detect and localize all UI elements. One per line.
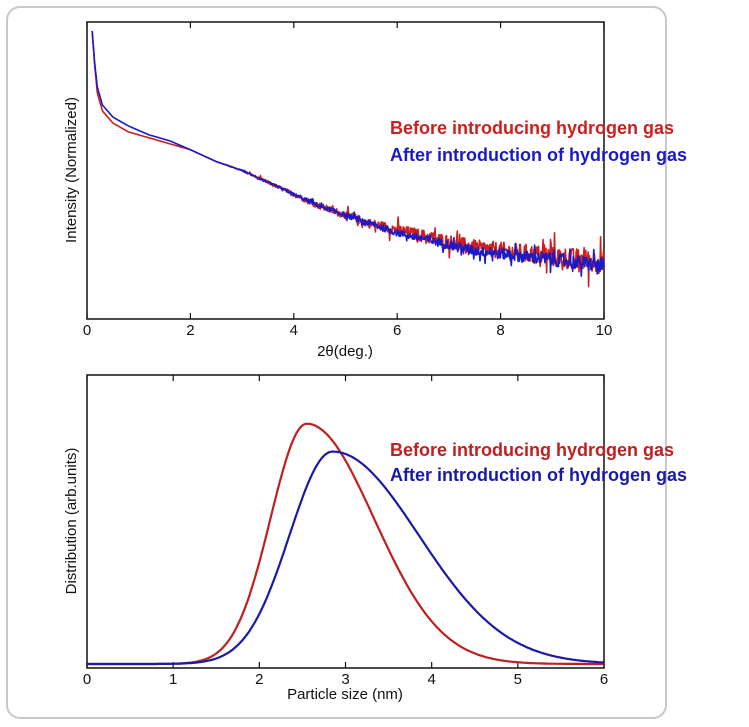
x-tick-label: 6 [393, 322, 401, 339]
y-axis-label: Distribution (arb.units) [63, 448, 80, 595]
x-axis-label: 2θ(deg.) [317, 343, 373, 360]
x-tick-label: 4 [427, 671, 435, 688]
series-line-after [87, 450, 605, 666]
x-tick-label: 4 [290, 322, 298, 339]
x-tick-label: 1 [169, 671, 177, 688]
size-distribution-chart: 0 1 2 3 4 5 6 Particle size (nm) Distribution … [63, 374, 687, 703]
x-tick-label: 0 [83, 322, 91, 339]
x-tick-label: 8 [496, 322, 504, 339]
x-tick-label: 3 [341, 671, 349, 688]
x-tick-label: 5 [514, 671, 522, 688]
legend-entry-after: After introduction of hydrogen gas [390, 465, 687, 485]
y-axis-label: Intensity (Normalized) [63, 97, 80, 243]
chart-frame [86, 21, 605, 320]
x-tick-label: 0 [83, 671, 91, 688]
x-tick-label: 2 [255, 671, 263, 688]
x-tick-label: 2 [186, 322, 194, 339]
legend-entry-before: Before introducing hydrogen gas [390, 118, 674, 138]
series-lines [91, 30, 605, 288]
series-line-after [91, 30, 605, 277]
series-lines [87, 422, 605, 666]
x-tick-label: 10 [596, 322, 613, 339]
legend-entry-after: After introduction of hydrogen gas [390, 145, 687, 165]
chart-frame [86, 374, 605, 669]
x-tick-label: 6 [600, 671, 608, 688]
x-axis-label: Particle size (nm) [287, 686, 403, 703]
legend-entry-before: Before introducing hydrogen gas [390, 440, 674, 460]
xrd-chart: 0 2 4 6 8 10 2θ(deg.) Intensity (Normalized) … [63, 21, 687, 360]
x-axis-ticks: 0 2 4 6 8 10 [83, 22, 613, 339]
x-axis-ticks: 0 1 2 3 4 5 6 [83, 375, 608, 688]
